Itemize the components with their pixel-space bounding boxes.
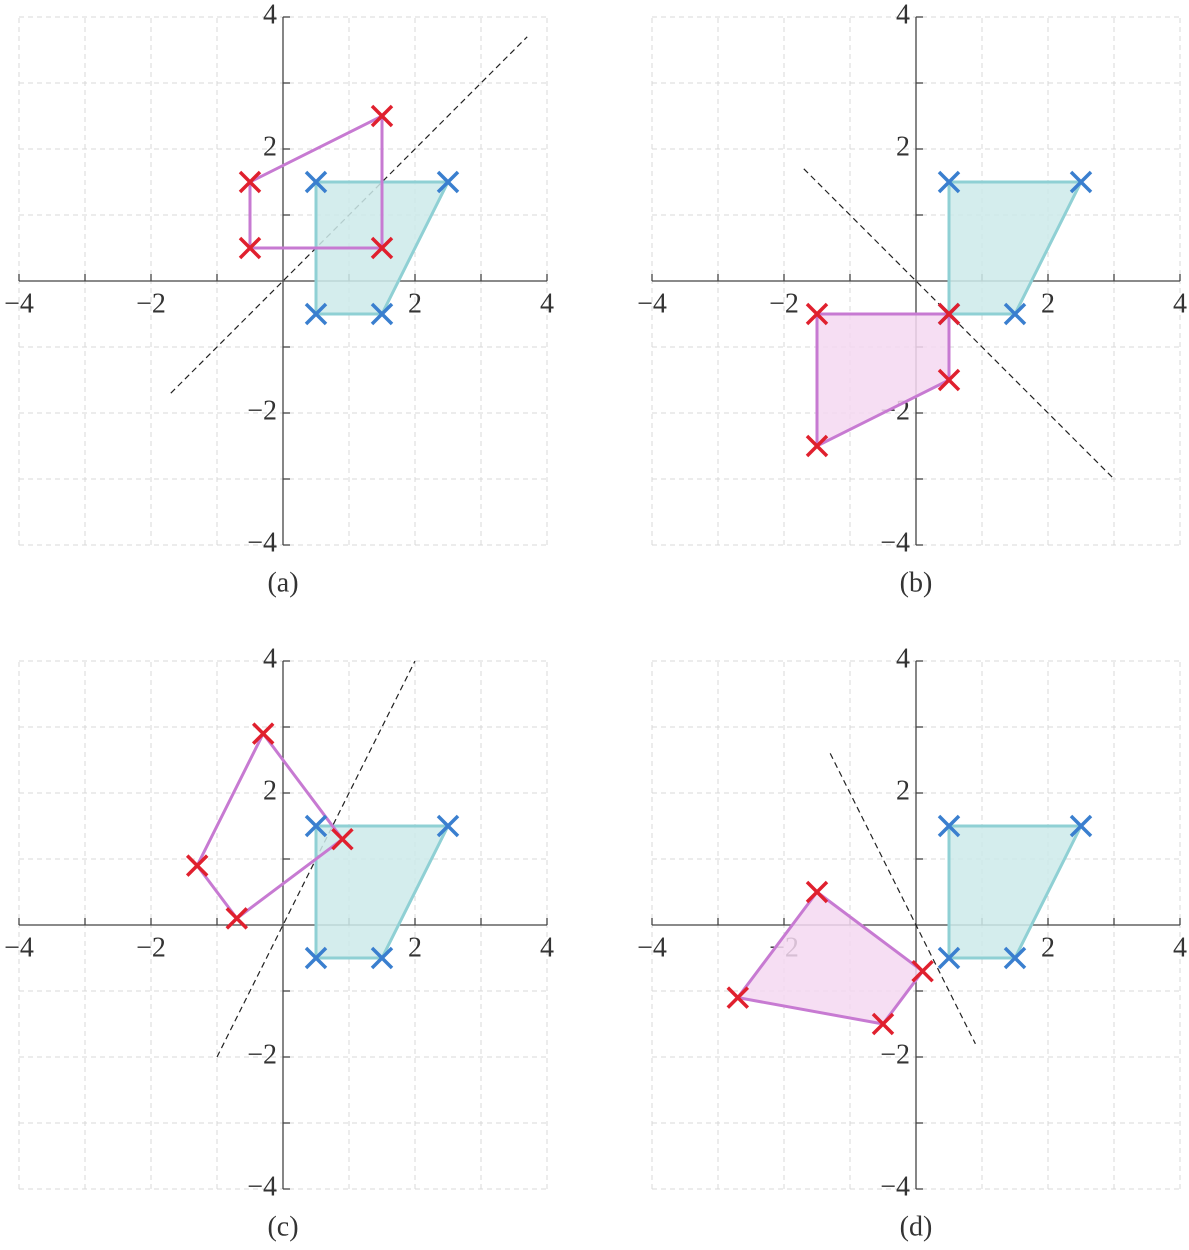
marker bbox=[436, 814, 460, 838]
marker bbox=[225, 907, 249, 930]
y-tick-label: 4 bbox=[263, 643, 277, 674]
marker bbox=[304, 814, 328, 838]
x-tick-label: −4 bbox=[4, 288, 34, 319]
y-tick-label: 4 bbox=[263, 0, 277, 30]
marker bbox=[937, 368, 961, 392]
y-tick-label: −4 bbox=[880, 527, 910, 558]
marker bbox=[370, 946, 394, 970]
marker bbox=[436, 170, 460, 194]
x-tick-label: −4 bbox=[637, 932, 667, 963]
y-tick-label: −2 bbox=[247, 395, 277, 426]
panel: −4 −2 2 4 −4 −2 2 4 (c) bbox=[4, 643, 554, 1242]
marker bbox=[304, 170, 328, 194]
marker bbox=[370, 236, 394, 260]
caption: (a) bbox=[267, 567, 298, 598]
reflection-line bbox=[803, 168, 1115, 480]
x-tick-label: 4 bbox=[540, 288, 554, 319]
x-tick-label: 2 bbox=[408, 932, 422, 963]
marker bbox=[911, 959, 934, 983]
marker bbox=[805, 434, 829, 458]
shape bbox=[735, 889, 925, 1026]
marker bbox=[370, 302, 394, 326]
marker bbox=[1069, 814, 1093, 838]
marker bbox=[185, 854, 209, 877]
marker bbox=[304, 946, 328, 970]
caption: (d) bbox=[900, 1211, 933, 1242]
x-tick-label: −4 bbox=[4, 932, 34, 963]
x-tick-label: 2 bbox=[408, 288, 422, 319]
marker bbox=[937, 302, 961, 326]
y-tick-label: 2 bbox=[263, 775, 277, 806]
shape bbox=[947, 180, 1084, 316]
x-tick-label: 4 bbox=[1173, 288, 1187, 319]
panel: −4−224−4−224(d) bbox=[637, 643, 1187, 1242]
shape bbox=[947, 824, 1084, 960]
marker bbox=[238, 170, 262, 194]
y-tick-label: 2 bbox=[896, 775, 910, 806]
marker bbox=[331, 827, 354, 851]
panel: −4 −2 2 4−4−224(b) bbox=[637, 0, 1187, 598]
y-tick-label: 2 bbox=[896, 131, 910, 162]
y-tick-label: −4 bbox=[247, 1171, 277, 1202]
y-tick-label: 4 bbox=[896, 643, 910, 674]
panel: −4 −2 2 4 −4 −2 2 4 (a) bbox=[4, 0, 554, 598]
x-tick-label: −2 bbox=[136, 932, 166, 963]
y-tick-label: −2 bbox=[880, 1039, 910, 1070]
y-tick-label: −4 bbox=[880, 1171, 910, 1202]
marker bbox=[726, 986, 750, 1009]
reflection-line bbox=[829, 753, 976, 1045]
y-tick-label: 4 bbox=[896, 0, 910, 30]
marker bbox=[370, 104, 394, 128]
marker bbox=[1003, 946, 1027, 970]
marker bbox=[937, 814, 961, 838]
marker bbox=[871, 1012, 895, 1036]
marker bbox=[238, 236, 262, 260]
marker bbox=[251, 722, 275, 745]
marker bbox=[1069, 170, 1093, 194]
y-tick-label: −2 bbox=[247, 1039, 277, 1070]
marker bbox=[1003, 302, 1027, 326]
x-tick-label: 2 bbox=[1041, 288, 1055, 319]
x-tick-label: 2 bbox=[1041, 932, 1055, 963]
marker bbox=[805, 880, 829, 904]
caption: (c) bbox=[267, 1211, 298, 1242]
marker bbox=[304, 302, 328, 326]
marker bbox=[805, 302, 829, 326]
y-tick-label: −4 bbox=[247, 527, 277, 558]
marker bbox=[937, 946, 961, 970]
x-tick-label: −2 bbox=[769, 288, 799, 319]
x-tick-label: −4 bbox=[637, 288, 667, 319]
y-tick-label: 2 bbox=[263, 131, 277, 162]
x-tick-label: 4 bbox=[540, 932, 554, 963]
marker bbox=[937, 170, 961, 194]
x-tick-label: 4 bbox=[1173, 932, 1187, 963]
x-tick-label: −2 bbox=[136, 288, 166, 319]
caption: (b) bbox=[900, 567, 933, 598]
